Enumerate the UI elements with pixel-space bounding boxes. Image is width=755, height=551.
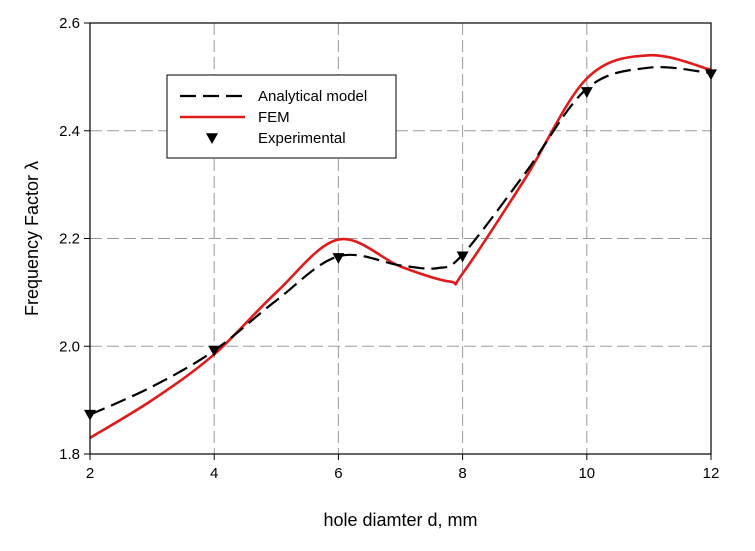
legend: Analytical model FEM Experimental <box>166 74 397 159</box>
y-axis-label: Frequency Factor λ <box>22 161 42 316</box>
x-tick-label: 4 <box>210 465 218 482</box>
x-tick-label: 6 <box>334 465 342 482</box>
x-tick-label: 12 <box>703 465 720 482</box>
legend-experimental-marker <box>206 133 218 144</box>
x-tick-label: 10 <box>578 465 595 482</box>
y-tick-label: 2.0 <box>59 338 80 355</box>
axis-ticks: 2 4 6 8 10 12 1.8 2.0 2.2 2.4 2.6 <box>59 15 719 482</box>
x-tick-label: 2 <box>86 465 94 482</box>
legend-label: Analytical model <box>258 88 367 105</box>
y-tick-label: 2.2 <box>59 231 80 248</box>
experimental-marker <box>456 251 469 263</box>
x-axis-label: hole diamter d, mm <box>323 510 477 530</box>
experimental-marker <box>580 87 593 98</box>
legend-label: Experimental <box>258 130 346 147</box>
legend-label: FEM <box>258 109 290 126</box>
fem-line <box>89 54 712 439</box>
experimental-marker <box>332 253 345 264</box>
experimental-marker <box>208 345 221 357</box>
y-tick-label: 1.8 <box>59 446 80 463</box>
y-tick-label: 2.6 <box>59 15 80 32</box>
y-tick-label: 2.4 <box>59 123 80 140</box>
x-tick-label: 8 <box>458 465 466 482</box>
